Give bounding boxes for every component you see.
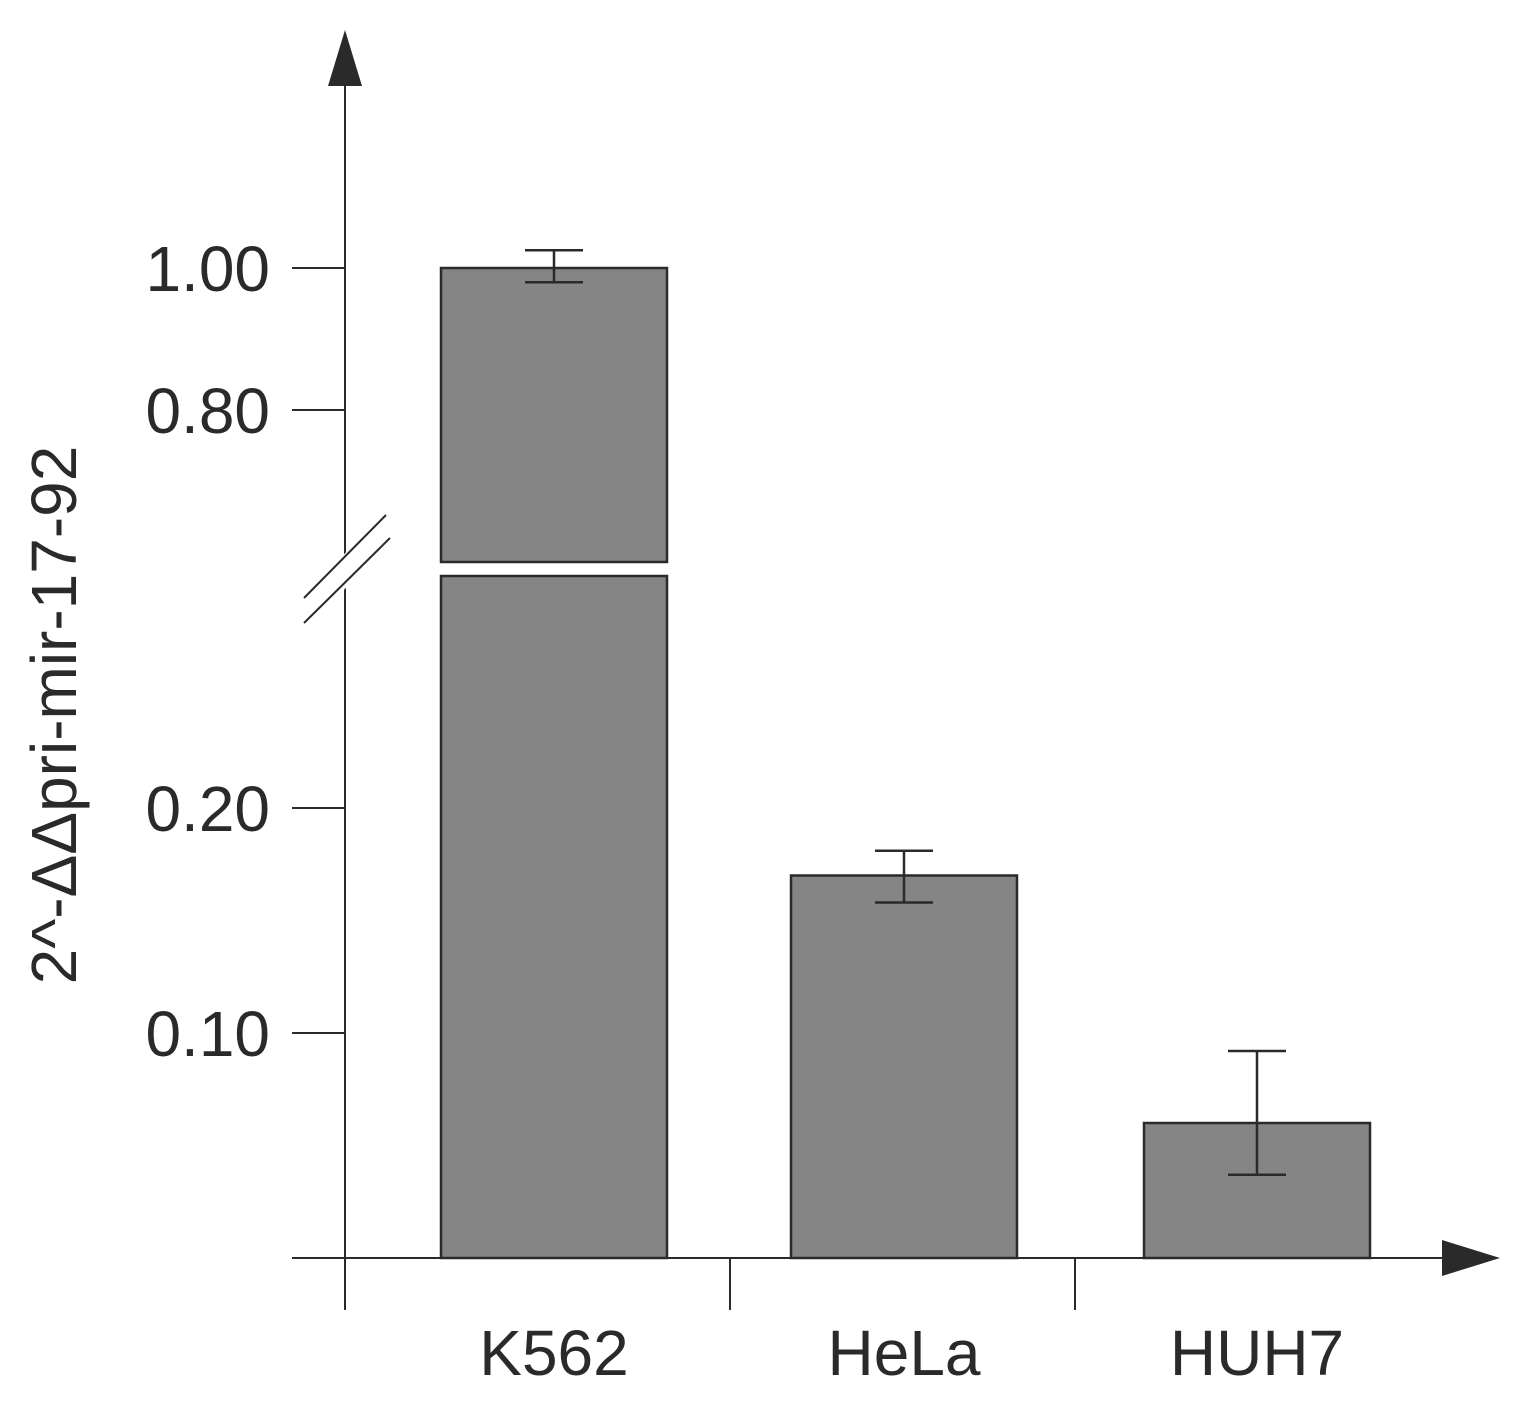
y-tick-label: 0.10 xyxy=(145,998,270,1070)
axis-break-line xyxy=(303,514,387,599)
y-tick-label: 1.00 xyxy=(145,233,270,305)
y-tick-label: 0.80 xyxy=(145,375,270,447)
x-tick-label: HUH7 xyxy=(1170,1317,1344,1389)
axes xyxy=(292,30,1500,1310)
axis-break xyxy=(300,514,392,625)
bar-k562-lower xyxy=(439,574,669,1260)
bars-layer xyxy=(439,266,1372,1260)
axis-break-line xyxy=(303,537,391,624)
y-ticks-layer: 0.10 0.20 0.80 1.00 xyxy=(145,233,345,1070)
x-labels-layer: K562 HeLa HUH7 xyxy=(479,1317,1344,1389)
x-tick-label: HeLa xyxy=(828,1317,981,1389)
error-bar-huh7 xyxy=(1228,1049,1286,1176)
x-axis-arrow-icon xyxy=(1442,1240,1500,1276)
y-axis-title: 2^-ΔΔpri-mir-17-92 xyxy=(18,446,90,985)
y-axis-arrow-icon xyxy=(328,30,362,86)
y-tick-label: 0.20 xyxy=(145,773,270,845)
bar-k562-upper xyxy=(439,266,669,564)
x-tick-label: K562 xyxy=(479,1317,628,1389)
bar-hela xyxy=(789,874,1019,1260)
axis-break-gap xyxy=(300,515,392,625)
error-bars-layer xyxy=(525,249,1286,1176)
error-bar-hela xyxy=(875,849,933,904)
error-bar-k562 xyxy=(525,249,583,284)
